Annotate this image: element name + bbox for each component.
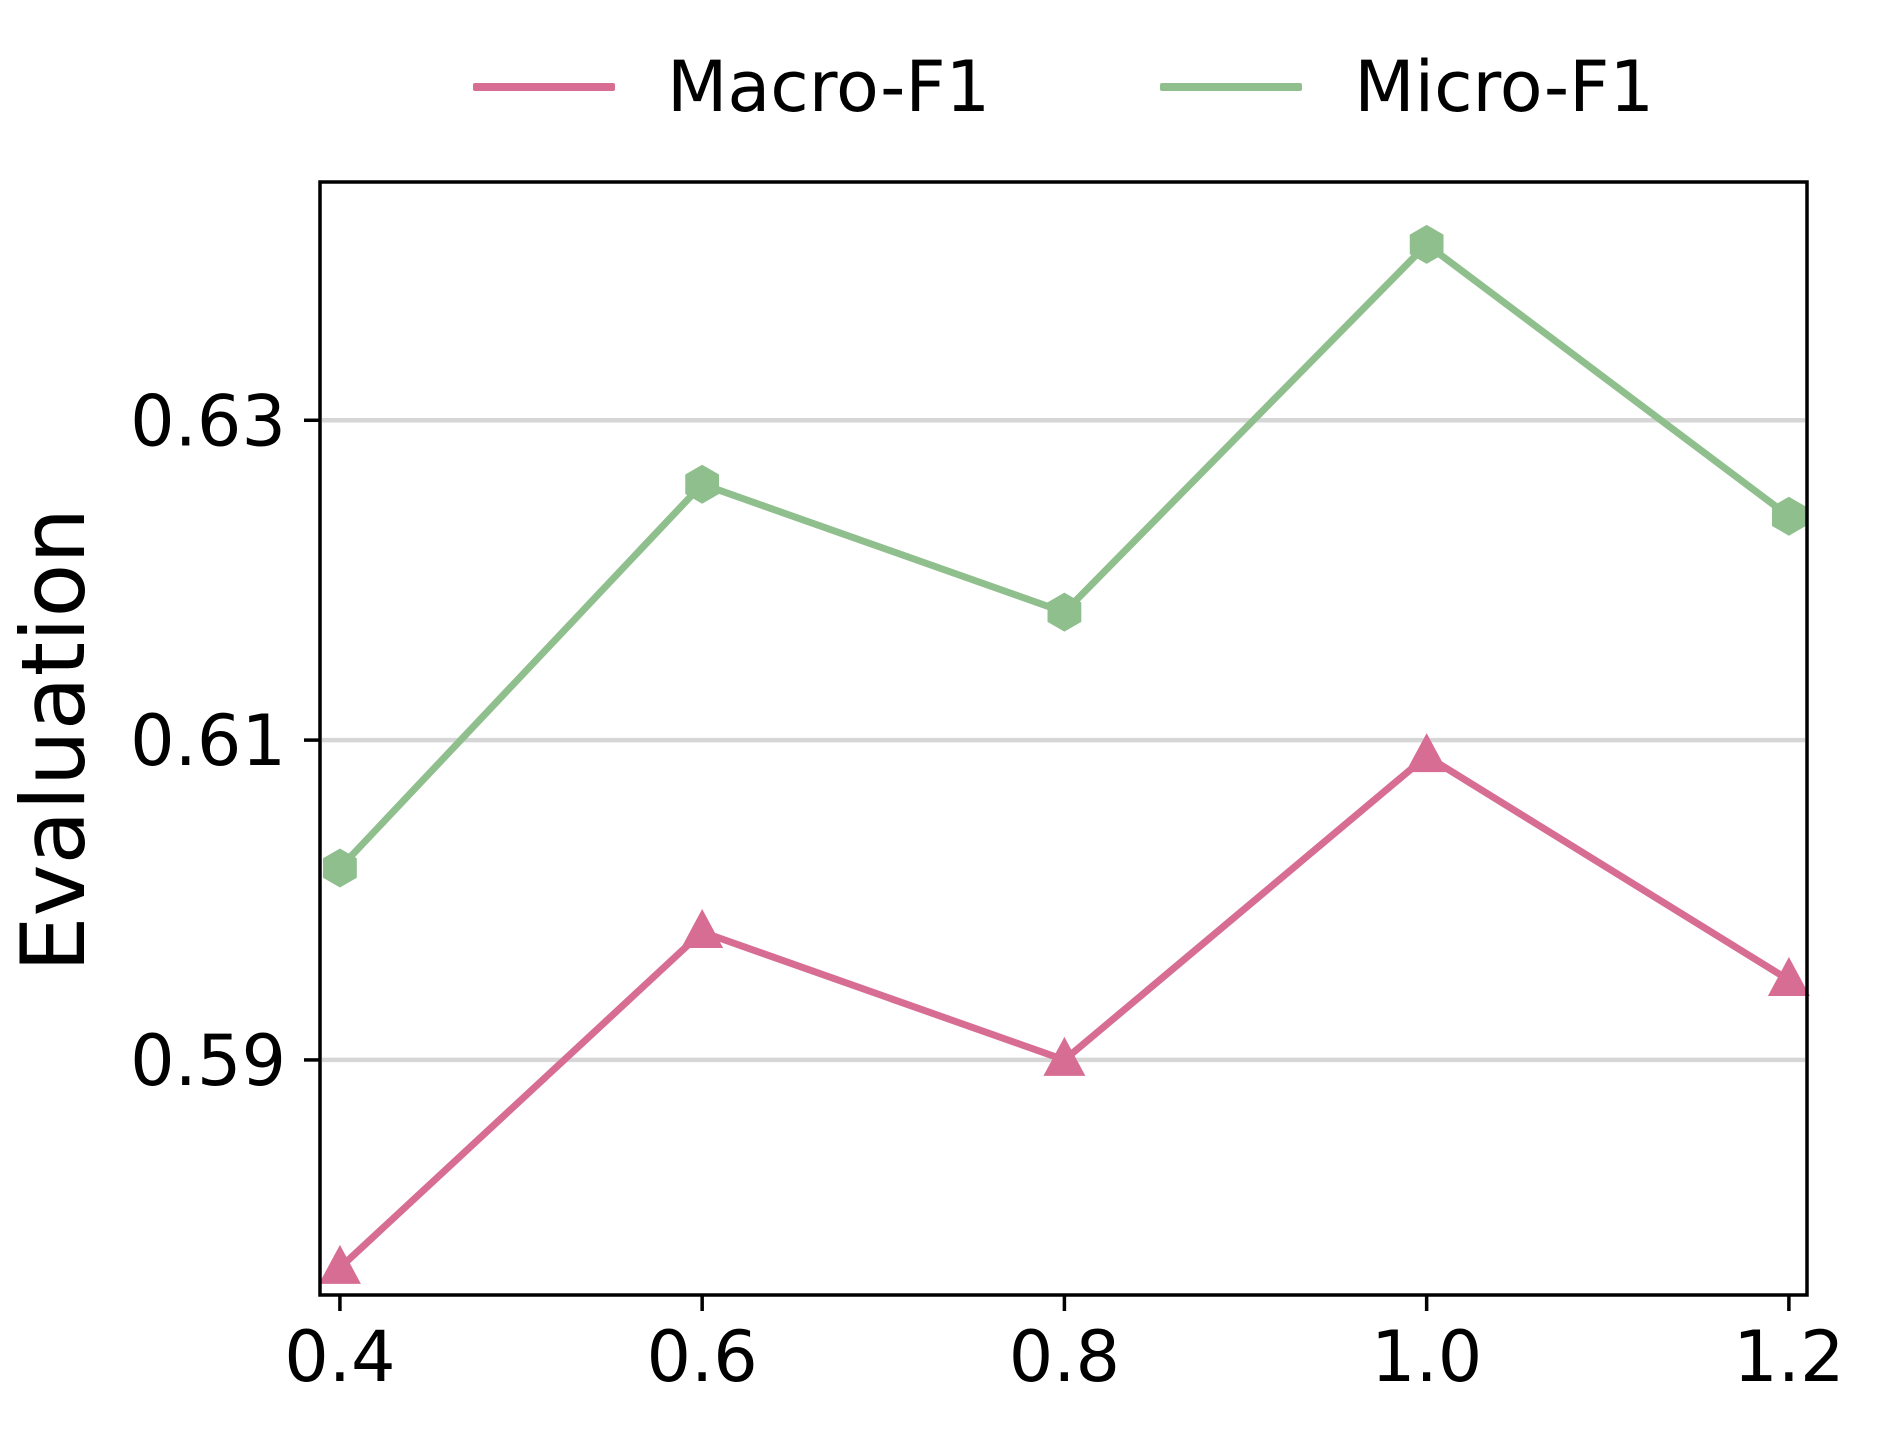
marker-hexagon (323, 848, 357, 888)
marker-hexagon (1772, 496, 1806, 536)
y-axis-title: Evaluation (2, 508, 105, 972)
y-tick-label: 0.63 (130, 380, 286, 462)
x-tick-label: 0.8 (1009, 1316, 1120, 1398)
legend-label-micro-f1: Micro-F1 (1354, 46, 1654, 128)
marker-triangle (1405, 733, 1448, 773)
x-tick-label: 1.0 (1371, 1316, 1482, 1398)
marker-triangle (1767, 956, 1810, 996)
legend-item-micro-f1: Micro-F1 (1160, 52, 1654, 122)
chart-legend: Macro-F1 Micro-F1 (320, 52, 1807, 122)
legend-label-macro-f1: Macro-F1 (667, 46, 991, 128)
x-tick-label: 0.6 (647, 1316, 758, 1398)
marker-hexagon (1409, 224, 1444, 264)
marker-triangle (681, 908, 724, 948)
y-tick-label: 0.59 (130, 1020, 286, 1102)
x-tick-label: 0.4 (284, 1316, 395, 1398)
legend-line-swatch-micro-f1 (1160, 83, 1303, 91)
marker-hexagon (1047, 592, 1082, 632)
y-tick-label: 0.61 (130, 700, 286, 782)
marker-hexagon (685, 464, 720, 504)
x-tick-label: 1.2 (1733, 1316, 1844, 1398)
series-line-micro-f1 (337, 240, 1791, 871)
marker-triangle (1043, 1036, 1086, 1076)
legend-line-swatch-macro-f1 (473, 83, 616, 91)
marker-triangle (318, 1244, 361, 1284)
series-line-macro-f1 (337, 752, 1791, 1271)
legend-item-macro-f1: Macro-F1 (473, 52, 990, 122)
